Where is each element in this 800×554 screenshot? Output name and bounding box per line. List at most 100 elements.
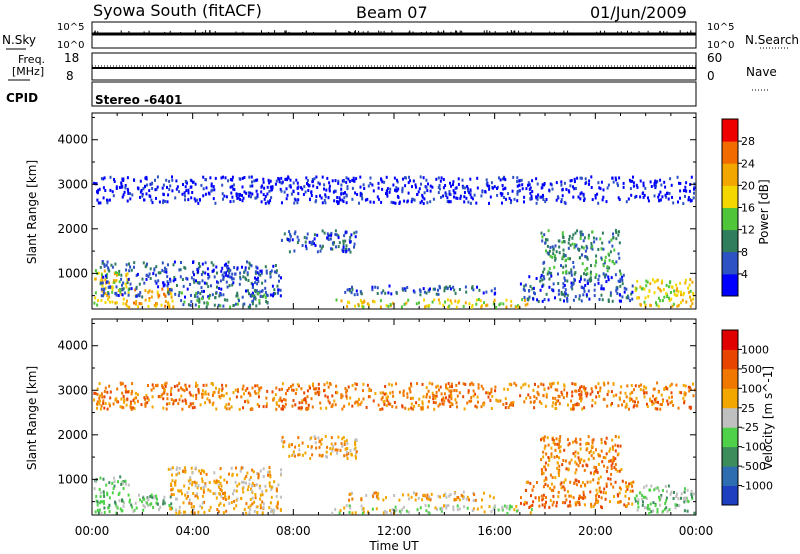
data-cell (637, 498, 640, 502)
data-cell (300, 387, 303, 391)
data-cell (665, 283, 668, 287)
data-cell (390, 383, 393, 387)
data-cell (669, 177, 672, 181)
data-cell (93, 181, 96, 185)
data-cell (101, 395, 104, 399)
data-cell (446, 286, 449, 290)
data-cell (582, 246, 585, 250)
data-cell (260, 200, 263, 204)
data-cell (143, 505, 146, 509)
data-cell (556, 461, 559, 465)
data-cell (103, 269, 106, 273)
data-cell (639, 285, 642, 289)
data-cell (103, 406, 106, 410)
data-cell (157, 285, 160, 289)
data-cell (305, 176, 308, 180)
data-cell (146, 396, 149, 400)
data-cell (114, 262, 117, 266)
data-cell (175, 398, 178, 402)
data-cell (631, 484, 634, 488)
data-cell (421, 498, 424, 502)
data-cell (586, 279, 589, 283)
data-cell (587, 457, 590, 461)
data-cell (253, 179, 256, 183)
data-cell (503, 387, 506, 391)
data-cell (395, 405, 398, 409)
data-cell (463, 505, 466, 509)
data-cell (270, 188, 273, 192)
data-cell (438, 187, 441, 191)
data-cell (215, 407, 218, 411)
data-cell (289, 185, 292, 189)
data-cell (203, 510, 206, 514)
data-cell (162, 281, 165, 285)
data-cell (173, 276, 176, 279)
data-cell (379, 299, 382, 303)
data-cell (345, 180, 348, 184)
data-cell (657, 390, 660, 394)
data-cell (525, 396, 528, 400)
data-cell (289, 232, 292, 236)
data-cell (185, 276, 188, 280)
data-cell (655, 303, 658, 307)
data-cell (148, 298, 151, 302)
data-cell (210, 182, 213, 186)
data-cell (455, 186, 458, 190)
data-cell (395, 382, 398, 386)
data-cell (138, 302, 141, 305)
data-cell (115, 301, 118, 305)
data-cell (383, 403, 386, 406)
data-cell (470, 305, 473, 309)
data-cell (532, 286, 535, 290)
data-cell (580, 299, 583, 303)
data-cell (447, 382, 450, 385)
data-cell (544, 444, 547, 448)
data-cell (347, 177, 350, 181)
data-cell (561, 463, 564, 467)
data-cell (641, 493, 643, 497)
data-cell (231, 175, 234, 179)
data-cell (168, 305, 171, 309)
data-cell (208, 399, 211, 403)
data-cell (439, 385, 442, 389)
data-cell (629, 187, 632, 191)
data-cell (194, 294, 196, 298)
colorbar-tick-label: 8 (741, 246, 748, 259)
data-cell (124, 384, 127, 388)
data-cell (345, 439, 348, 443)
data-cell (226, 285, 229, 289)
data-cell (393, 176, 396, 180)
data-cell (557, 282, 560, 285)
data-cell (631, 290, 634, 294)
data-cell (280, 176, 283, 180)
data-cell (553, 455, 556, 459)
data-cell (610, 464, 613, 468)
data-cell (562, 396, 565, 400)
data-cell (631, 489, 634, 493)
data-cell (268, 200, 271, 204)
data-cell (353, 245, 355, 249)
data-cell (148, 189, 151, 193)
data-cell (113, 476, 116, 480)
data-cell (482, 387, 485, 391)
data-cell (584, 387, 587, 391)
data-cell (593, 288, 596, 292)
data-cell (151, 290, 154, 294)
data-cell (572, 185, 574, 189)
data-cell (331, 394, 334, 398)
data-cell (614, 457, 617, 461)
data-cell (567, 443, 570, 447)
data-cell (257, 476, 260, 480)
data-cell (450, 184, 452, 188)
data-cell (349, 492, 352, 496)
data-cell (675, 383, 678, 387)
data-cell (234, 272, 237, 276)
data-cell (209, 489, 212, 493)
data-cell (165, 381, 168, 385)
data-cell (531, 190, 534, 193)
data-cell (665, 292, 668, 296)
data-cell (247, 485, 250, 489)
data-cell (151, 187, 154, 190)
data-cell (568, 442, 571, 446)
data-cell (101, 281, 104, 285)
